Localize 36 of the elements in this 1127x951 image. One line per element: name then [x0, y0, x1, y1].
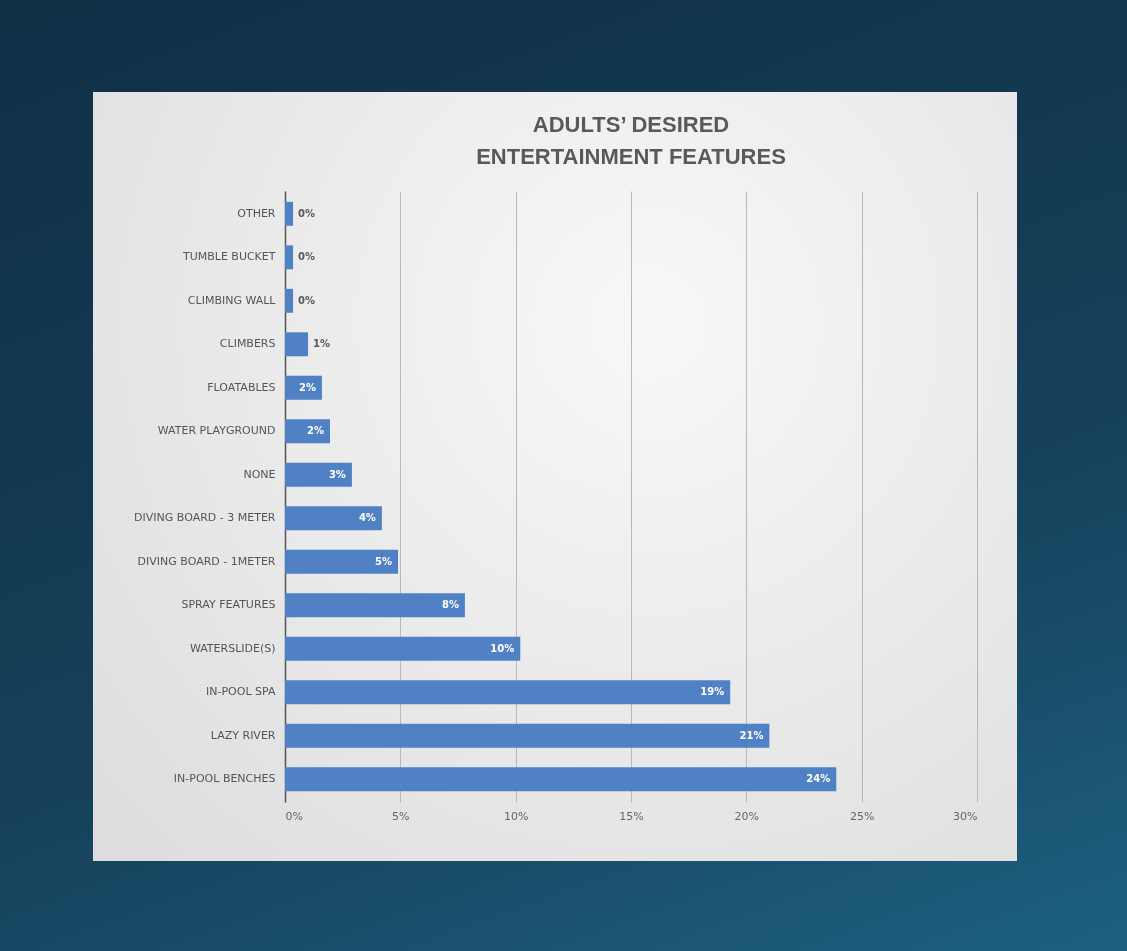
- data-label: 19%: [700, 686, 725, 698]
- data-label: 0%: [298, 207, 316, 219]
- y-tick-label: WATERSLIDE(S): [189, 641, 276, 655]
- y-tick-label: FLOATABLES: [207, 380, 276, 394]
- data-label: 3%: [328, 468, 346, 480]
- y-tick-label: NONE: [243, 467, 276, 481]
- y-tick-label: CLIMBERS: [219, 337, 276, 351]
- y-tick-label: WATER PLAYGROUND: [157, 424, 276, 438]
- x-tick-label: 30%: [953, 809, 978, 823]
- chart-title: ADULTS’ DESIRED ENTERTAINMENT FEATURES: [476, 112, 786, 169]
- y-tick-label: SPRAY FEATURES: [181, 598, 276, 612]
- y-tick-label: IN-POOL BENCHES: [173, 772, 276, 786]
- data-label: 21%: [739, 729, 764, 741]
- y-tick-label: DIVING BOARD - 1METER: [137, 554, 276, 568]
- x-tick-label: 0%: [285, 809, 303, 823]
- data-label: 0%: [298, 251, 316, 263]
- data-label: 8%: [441, 599, 459, 611]
- data-label: 4%: [358, 512, 376, 524]
- x-tick-label: 15%: [619, 809, 644, 823]
- y-tick-label: DIVING BOARD - 3 METER: [134, 511, 276, 525]
- data-label: 24%: [806, 773, 831, 785]
- data-label: 10%: [490, 642, 515, 654]
- y-tick-label: TUMBLE BUCKET: [181, 250, 276, 264]
- y-tick-label: IN-POOL SPA: [206, 685, 276, 699]
- y-tick-label: OTHER: [237, 206, 276, 220]
- data-label: 2%: [298, 381, 316, 393]
- y-tick-label: LAZY RIVER: [210, 728, 276, 742]
- x-tick-label: 25%: [849, 809, 875, 823]
- data-label: 2%: [307, 425, 324, 437]
- data-label: 0%: [298, 294, 316, 306]
- x-tick-label: 5%: [392, 809, 410, 823]
- data-label: 5%: [375, 555, 393, 567]
- x-tick-label: 20%: [734, 809, 760, 823]
- y-tick-label: CLIMBING WALL: [187, 293, 277, 307]
- x-tick-label: 10%: [503, 809, 529, 823]
- data-label: 1%: [313, 338, 331, 350]
